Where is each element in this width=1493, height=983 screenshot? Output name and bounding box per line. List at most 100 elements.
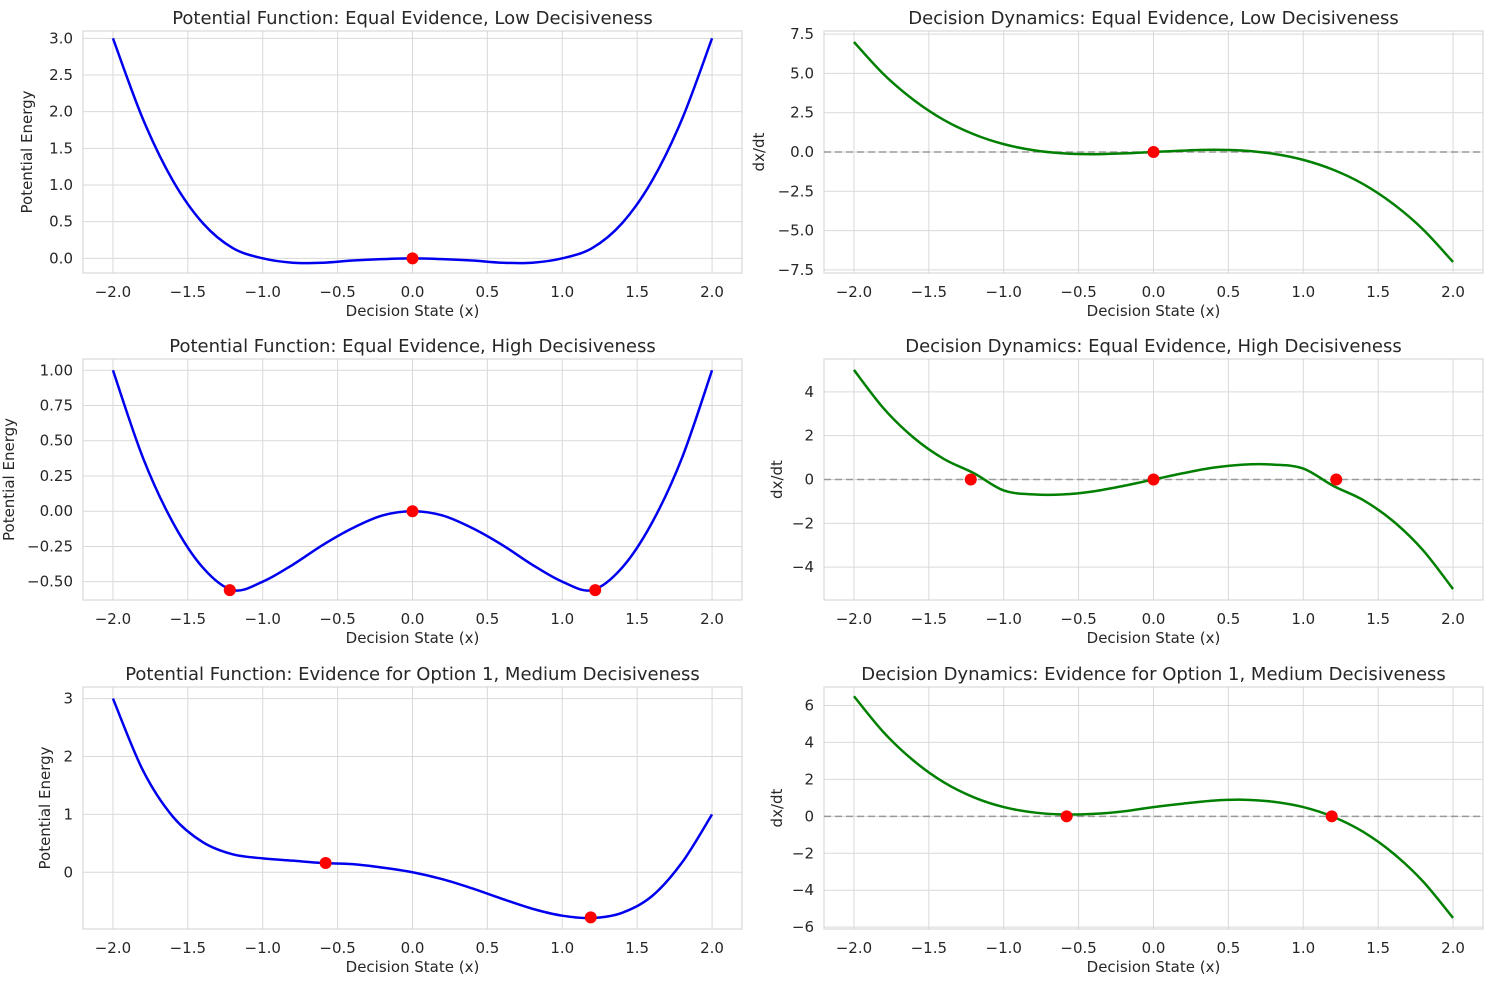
chart-title: Decision Dynamics: Equal Evidence, Low D… (908, 8, 1399, 29)
x-tick-label: −1.0 (245, 939, 281, 957)
x-axis-label: Decision State (x) (1087, 302, 1221, 320)
series-line (852, 695, 1455, 919)
y-tick-label: 2 (804, 427, 814, 445)
x-tick-label: −0.5 (319, 610, 355, 628)
x-tick-label: −1.0 (986, 610, 1022, 628)
x-tick-label: 1.5 (1366, 610, 1390, 628)
x-tick-label: −1.0 (986, 939, 1022, 957)
fixed-point-marker (964, 473, 977, 486)
y-tick-label: 4 (804, 733, 814, 751)
fixed-point-marker (1147, 146, 1160, 158)
x-tick-label: −0.5 (319, 283, 355, 301)
y-tick-label: −6 (792, 918, 814, 936)
chart-title: Potential Function: Equal Evidence, High… (169, 336, 656, 357)
subplot-4: −2.0 −1.5 −1.0 −0.5 0.0 0.5 1.0 1.5 2.0 −4 −2 0 2 4 De… (768, 336, 1484, 647)
chart-title: Potential Function: Evidence for Option … (125, 664, 700, 685)
y-tick-label: 2.5 (790, 104, 814, 122)
x-tick-label: 0.0 (1142, 610, 1166, 628)
x-tick-label: 1.5 (1366, 283, 1390, 301)
x-tick-label: −2.0 (836, 610, 872, 628)
axes-frame (82, 30, 743, 274)
subplot-2: −2.0 −1.5 −1.0 −0.5 0.0 0.5 1.0 1.5 2.0 −7.5 −5.0 −… (750, 8, 1484, 320)
fixed-point-marker (1060, 810, 1073, 823)
subplot-6: −2.0 −1.5 −1.0 −0.5 0.0 0.5 1.0 1.5 2.0 −6 −4 −2 0 2 4… (768, 664, 1484, 976)
x-tick-label: 2.0 (700, 610, 724, 628)
x-tick-label: 0.0 (401, 283, 425, 301)
y-axis-label: dx/dt (768, 788, 786, 827)
fixed-point-marker (223, 584, 236, 597)
x-tick-label: −1.5 (911, 610, 947, 628)
subplot-5: −2.0 −1.5 −1.0 −0.5 0.0 0.5 1.0 1.5 2.0 0 1 2 3 Poten… (36, 664, 743, 976)
x-tick-label: 1.5 (1366, 939, 1390, 957)
x-tick-label: 1.0 (1291, 610, 1315, 628)
y-tick-label: 1.0 (49, 176, 73, 194)
y-tick-label: −2 (792, 844, 814, 862)
fixed-point-marker (589, 584, 602, 597)
fixed-point-marker (1325, 810, 1338, 823)
y-tick-label: 3 (63, 690, 73, 708)
y-tick-label: 0.50 (40, 432, 73, 450)
y-tick-label: 0 (63, 863, 73, 881)
x-tick-label: −1.5 (911, 939, 947, 957)
axes-frame (82, 686, 743, 930)
y-tick-label: 3.0 (49, 29, 73, 47)
x-axis-label: Decision State (x) (346, 629, 480, 647)
x-axis-label: Decision State (x) (1087, 629, 1221, 647)
x-tick-label: 0.5 (1216, 283, 1240, 301)
x-tick-label: 0.5 (1216, 610, 1240, 628)
y-tick-label: 2 (63, 747, 73, 765)
x-tick-label: 0.0 (1142, 283, 1166, 301)
y-axis-label: Potential Energy (18, 90, 36, 213)
x-tick-label: −1.5 (911, 283, 947, 301)
y-tick-label: 2.0 (49, 103, 73, 121)
chart-title: Decision Dynamics: Equal Evidence, High … (905, 336, 1401, 357)
fixed-point-marker (319, 857, 332, 869)
y-tick-label: 4 (804, 383, 814, 401)
subplot-3: −2.0 −1.5 −1.0 −0.5 0.0 0.5 1.0 1.5 2.0 −0.50 −0.2… (0, 336, 743, 647)
x-tick-label: −0.5 (1060, 610, 1096, 628)
x-tick-label: −2.0 (836, 283, 872, 301)
x-axis-label: Decision State (x) (346, 958, 480, 976)
x-tick-label: −2.0 (95, 939, 131, 957)
x-tick-label: 1.0 (1291, 939, 1315, 957)
y-tick-label: −0.50 (27, 573, 73, 591)
y-tick-label: 1.00 (40, 361, 73, 379)
x-tick-label: 0.5 (475, 939, 499, 957)
x-tick-label: 2.0 (1441, 610, 1465, 628)
fixed-point-marker (584, 911, 597, 924)
y-tick-label: 0.0 (790, 143, 814, 161)
x-tick-label: 1.0 (550, 610, 574, 628)
y-tick-label: 0.0 (49, 249, 73, 267)
x-tick-label: −2.0 (836, 939, 872, 957)
x-tick-label: 2.0 (1441, 939, 1465, 957)
x-tick-label: −1.0 (245, 610, 281, 628)
x-tick-label: −1.0 (986, 283, 1022, 301)
y-tick-label: −0.25 (27, 537, 73, 555)
y-tick-label: −2.5 (778, 182, 814, 200)
x-tick-label: −0.5 (319, 939, 355, 957)
y-tick-label: −2 (792, 514, 814, 532)
x-tick-label: −2.0 (95, 283, 131, 301)
x-tick-label: −1.5 (170, 939, 206, 957)
y-axis-label: dx/dt (768, 460, 786, 499)
x-tick-label: 0.0 (401, 939, 425, 957)
y-tick-label: 1.5 (49, 139, 73, 157)
x-tick-label: 0.5 (475, 610, 499, 628)
x-tick-label: 2.0 (700, 283, 724, 301)
x-tick-label: 0.0 (1142, 939, 1166, 957)
x-tick-label: −0.5 (1060, 283, 1096, 301)
y-tick-label: 2 (804, 770, 814, 788)
y-tick-label: 0.75 (40, 397, 73, 415)
y-tick-label: 0.5 (49, 213, 73, 231)
y-axis-label: Potential Energy (0, 418, 18, 541)
chart-title: Decision Dynamics: Evidence for Option 1… (861, 664, 1446, 685)
x-axis-label: Decision State (x) (346, 302, 480, 320)
series-line (111, 698, 714, 920)
fixed-point-marker (406, 252, 419, 265)
x-tick-label: 2.0 (1441, 283, 1465, 301)
x-tick-label: −2.0 (95, 610, 131, 628)
y-tick-label: −7.5 (778, 261, 814, 279)
y-tick-label: 1 (63, 805, 73, 823)
y-tick-label: 5.0 (790, 64, 814, 82)
